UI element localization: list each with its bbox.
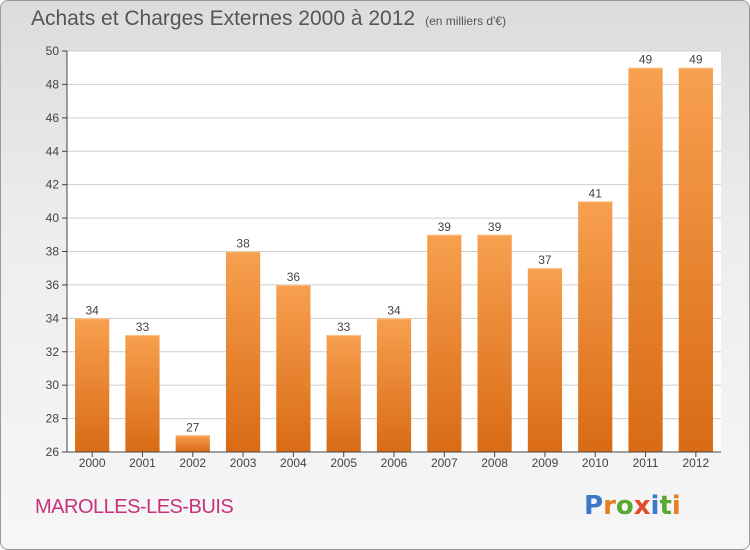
bar [376,318,412,452]
y-tick-label: 28 [46,412,60,426]
bar-value-label: 37 [538,253,552,267]
y-tick-label: 42 [46,178,60,192]
x-tick-label: 2004 [280,456,307,470]
y-tick-label: 30 [46,378,60,392]
bar [678,67,713,452]
bar-value-label: 27 [186,420,200,434]
bar-value-label: 39 [438,220,452,234]
bar-value-label: 33 [136,320,150,334]
bar [527,268,563,452]
x-tick-label: 2010 [582,456,609,470]
bar [628,67,663,452]
x-tick-label: 2003 [230,456,257,470]
x-tick-label: 2012 [682,456,709,470]
y-tick-label: 40 [46,211,60,225]
commune-name: MAROLLES-LES-BUIS [35,496,234,518]
bar-value-label: 41 [589,186,603,200]
bar-value-label: 38 [236,237,250,251]
x-tick-label: 2005 [330,456,357,470]
y-tick-label: 48 [46,77,60,91]
proxiti-logo: Proxiti [584,491,681,521]
bar-value-label: 49 [639,53,653,67]
logo-letter: t [659,491,672,521]
bar [125,335,160,452]
logo-letter: i [650,491,660,521]
bar [225,251,261,452]
bar [75,318,110,452]
y-tick-label: 36 [46,278,60,292]
y-tick-label: 26 [46,445,60,459]
bar [427,234,462,452]
x-tick-label: 2009 [532,456,559,470]
logo-letter: i [671,491,681,521]
y-tick-label: 44 [46,144,60,158]
bar [578,201,613,452]
y-tick-label: 34 [46,311,60,325]
logo-letter: r [603,491,616,521]
bar-value-label: 34 [85,303,99,317]
x-tick-label: 2007 [431,456,458,470]
logo-letter: o [615,491,634,521]
bar-value-label: 36 [287,270,301,284]
bar [477,234,512,452]
x-tick-label: 2008 [481,456,508,470]
x-tick-label: 2006 [381,456,408,470]
axes [62,50,721,457]
y-tick-label: 38 [46,245,60,259]
bar-value-label: 39 [488,220,502,234]
bar [326,335,361,452]
chart-subtitle: (en milliers d'€) [425,14,507,28]
x-tick-label: 2001 [129,456,156,470]
bar [276,284,311,452]
chart-title-text: Achats et Charges Externes 2000 à 2012 [31,7,416,30]
logo-letter: P [584,491,604,521]
y-tick-label: 50 [46,44,60,58]
logo-letter: x [633,491,651,521]
bar [175,435,210,452]
bar-value-label: 49 [689,53,703,67]
bar-value-label: 34 [387,303,401,317]
y-tick-label: 46 [46,111,60,125]
x-tick-label: 2000 [79,456,106,470]
x-tick-label: 2011 [633,456,659,470]
x-tick-label: 2002 [179,456,206,470]
bars [75,67,713,452]
labels: 26 28 30 32 34 36 38 40 42 44 46 48 50 34 2000 33 2001 27… [46,44,710,470]
y-tick-label: 32 [46,345,60,359]
bar-value-label: 33 [337,320,351,334]
chart-title: Achats et Charges Externes 2000 à 2012 (e… [31,7,506,31]
